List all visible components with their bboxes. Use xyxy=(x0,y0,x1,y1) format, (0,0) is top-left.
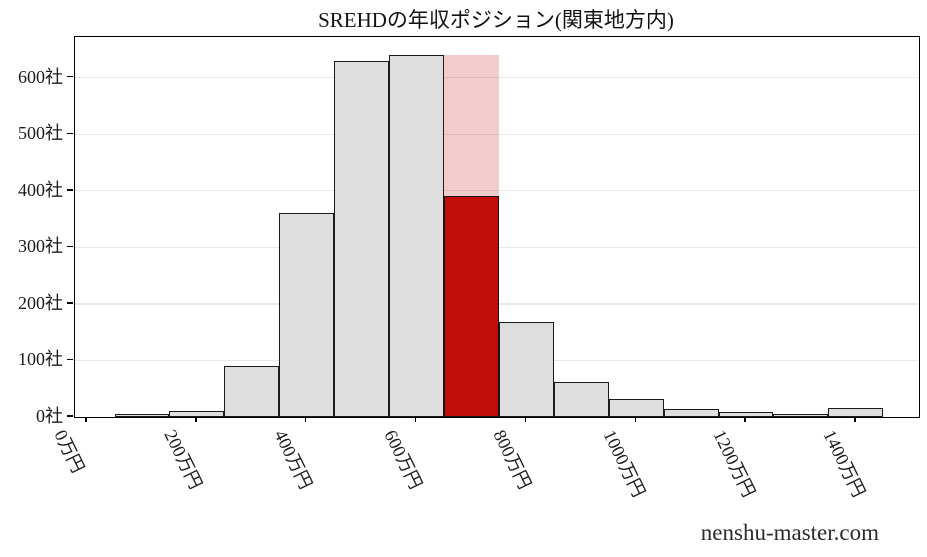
x-tick-label: 800万円 xyxy=(489,426,536,493)
x-tick-label: 400万円 xyxy=(270,426,316,493)
y-tick-label: 100社 xyxy=(18,349,63,370)
y-tick xyxy=(67,302,73,304)
y-tick-label: 0社 xyxy=(36,406,63,426)
y-tick xyxy=(67,76,73,78)
x-tick-label: 200万円 xyxy=(160,426,206,493)
gridline xyxy=(75,133,919,135)
histogram-bar xyxy=(389,55,444,417)
plot-area xyxy=(74,36,920,418)
histogram-bar xyxy=(828,407,884,417)
x-tick xyxy=(85,417,87,422)
histogram-bar xyxy=(279,213,335,417)
x-tick xyxy=(195,417,197,422)
x-tick-label: 1200万円 xyxy=(709,426,759,501)
histogram-bar xyxy=(718,412,774,417)
watermark: nenshu-master.com xyxy=(700,520,879,545)
histogram-bar xyxy=(773,414,829,417)
y-tick xyxy=(67,132,73,134)
x-tick-label: 0万円 xyxy=(50,426,89,476)
histogram-bar xyxy=(663,408,719,417)
x-tick xyxy=(744,417,746,422)
x-tick xyxy=(524,417,527,422)
y-tick-label: 500社 xyxy=(18,123,63,144)
x-tick xyxy=(854,417,856,422)
histogram-bar xyxy=(224,366,280,417)
histogram-bar xyxy=(608,398,664,417)
x-tick-label: 1400万円 xyxy=(819,426,869,501)
y-tick xyxy=(67,415,73,417)
gridline xyxy=(75,190,919,192)
y-tick-label: 300社 xyxy=(18,236,63,257)
y-tick-label: 400社 xyxy=(18,179,63,200)
x-tick-label: 1000万円 xyxy=(599,426,650,501)
gridline xyxy=(75,77,919,79)
highlight-bar xyxy=(444,196,499,417)
histogram-bar xyxy=(498,322,554,417)
x-tick-label: 600万円 xyxy=(379,426,426,493)
y-tick-label: 600社 xyxy=(18,66,63,87)
histogram-bar xyxy=(114,414,170,417)
x-tick xyxy=(634,417,636,422)
y-tick xyxy=(67,189,73,191)
x-tick xyxy=(414,417,417,422)
y-tick xyxy=(67,245,73,248)
x-tick xyxy=(305,417,307,422)
chart-title: SREHDの年収ポジション(関東地方内) xyxy=(318,8,674,32)
y-tick-label: 200社 xyxy=(18,292,63,313)
y-tick xyxy=(67,358,73,361)
histogram-bar xyxy=(334,60,390,417)
histogram-bar xyxy=(553,381,609,417)
histogram-bar xyxy=(169,411,225,417)
